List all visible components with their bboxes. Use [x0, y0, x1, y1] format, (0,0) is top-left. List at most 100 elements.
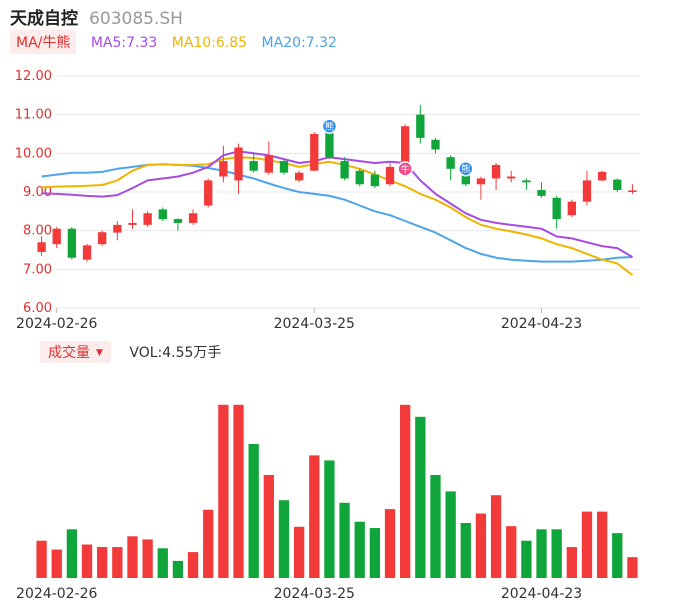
signal-badge-label: 熊 [325, 121, 334, 133]
volume-bar [354, 521, 365, 578]
volume-bar [566, 547, 577, 578]
candle-body [219, 161, 228, 177]
candle-body [613, 179, 622, 191]
candle-body [52, 228, 61, 245]
candle-body [597, 171, 607, 181]
candle-body [173, 219, 183, 223]
candle-body [446, 157, 455, 169]
x-tick-label: 2024-03-25 [274, 316, 355, 332]
volume-indicator-label: 成交量 [48, 345, 90, 361]
candle-body [582, 180, 592, 202]
x-tick-label: 2024-03-25 [274, 586, 355, 602]
ma-toggle-button[interactable]: MA/牛熊 [10, 30, 77, 54]
candle-body [264, 155, 273, 173]
volume-bar [187, 552, 199, 578]
volume-bar [369, 528, 381, 578]
volume-bar [521, 540, 532, 578]
ma20-line [41, 163, 633, 263]
y-tick-label: 8.00 [23, 224, 52, 239]
candle-body [67, 228, 77, 258]
candle-body [507, 176, 516, 179]
candle-body [98, 232, 107, 245]
signal-badge [458, 160, 474, 177]
candle-body [310, 134, 319, 171]
stock-code: 603085.SH [89, 9, 183, 29]
volume-bar [400, 404, 411, 578]
x-tick-label: 2024-02-26 [16, 316, 97, 332]
candle-body [461, 174, 470, 185]
signal-badge [321, 118, 338, 134]
x-tick-label: 2024-02-26 [16, 586, 97, 602]
candle-body [537, 190, 546, 196]
volume-bar [536, 529, 547, 578]
candle-body [522, 180, 531, 183]
volume-bar [127, 536, 138, 578]
candle-body [385, 166, 395, 185]
volume-legend: 成交量 ▼ VOL:4.55万手 [40, 341, 221, 363]
volume-bar [157, 548, 168, 578]
volume-bar [339, 502, 350, 578]
volume-bar [278, 500, 290, 578]
volume-bar [112, 547, 123, 578]
volume-bar [324, 460, 335, 578]
candle-body [431, 139, 440, 150]
candle-body [158, 209, 167, 220]
candle-body [567, 201, 576, 216]
candle-body [37, 242, 46, 252]
volume-bar [384, 509, 396, 578]
volume-indicator-button[interactable]: 成交量 ▼ [40, 341, 111, 363]
volume-bar [51, 549, 62, 578]
volume-bar [309, 455, 320, 578]
volume-bar [627, 557, 638, 578]
candle-body [401, 126, 410, 165]
ma10-line [41, 156, 634, 276]
candle-body [279, 161, 289, 173]
candle-body [370, 174, 380, 187]
volume-bar [172, 560, 184, 578]
y-tick-label: 7.00 [23, 262, 52, 277]
signal-badge-label: 熊 [461, 163, 470, 175]
volume-value: VOL:4.55万手 [129, 345, 222, 361]
volume-bar [415, 416, 426, 578]
volume-bar [97, 547, 108, 578]
volume-bar [551, 529, 562, 578]
candle-body [234, 147, 243, 181]
volume-bar [66, 529, 78, 578]
candle-body [628, 190, 637, 192]
candle-body [204, 180, 213, 206]
y-tick-label: 9.00 [23, 185, 52, 200]
volume-bar [490, 495, 502, 578]
y-tick-label: 12.00 [15, 69, 52, 84]
candle-body [113, 224, 122, 233]
x-tick-label: 2024-04-23 [501, 316, 582, 332]
ma10-label: MA10:6.85 [171, 35, 248, 51]
y-tick-label: 10.00 [15, 146, 52, 161]
volume-bar [81, 544, 93, 578]
signal-badge-label: 牛 [401, 163, 410, 175]
ma5-label: MA5:7.33 [90, 35, 158, 51]
candle-body [416, 114, 425, 138]
ma5-line [41, 150, 633, 258]
candle-body [294, 172, 304, 181]
candle-body [143, 213, 152, 225]
y-tick-label: 6.00 [23, 301, 52, 316]
volume-bar [263, 474, 274, 578]
volume-bar [612, 533, 623, 578]
candle-body [128, 222, 137, 225]
volume-bar [293, 526, 305, 578]
candle-body [491, 164, 501, 179]
signal-badge [397, 161, 413, 177]
candle-body [355, 170, 364, 185]
volume-bar [203, 509, 214, 578]
volume-bar [36, 540, 47, 578]
volume-bar [430, 474, 441, 578]
ma20-label: MA20:7.32 [261, 35, 337, 51]
volume-bar [218, 404, 229, 578]
volume-bar [506, 526, 517, 578]
ma-legend: MA/牛熊 MA5:7.33 MA10:6.85 MA20:7.32 [10, 30, 337, 54]
candle-body [340, 161, 349, 179]
volume-bar [581, 511, 593, 578]
candle-body [249, 161, 258, 171]
volume-bar [248, 443, 259, 578]
